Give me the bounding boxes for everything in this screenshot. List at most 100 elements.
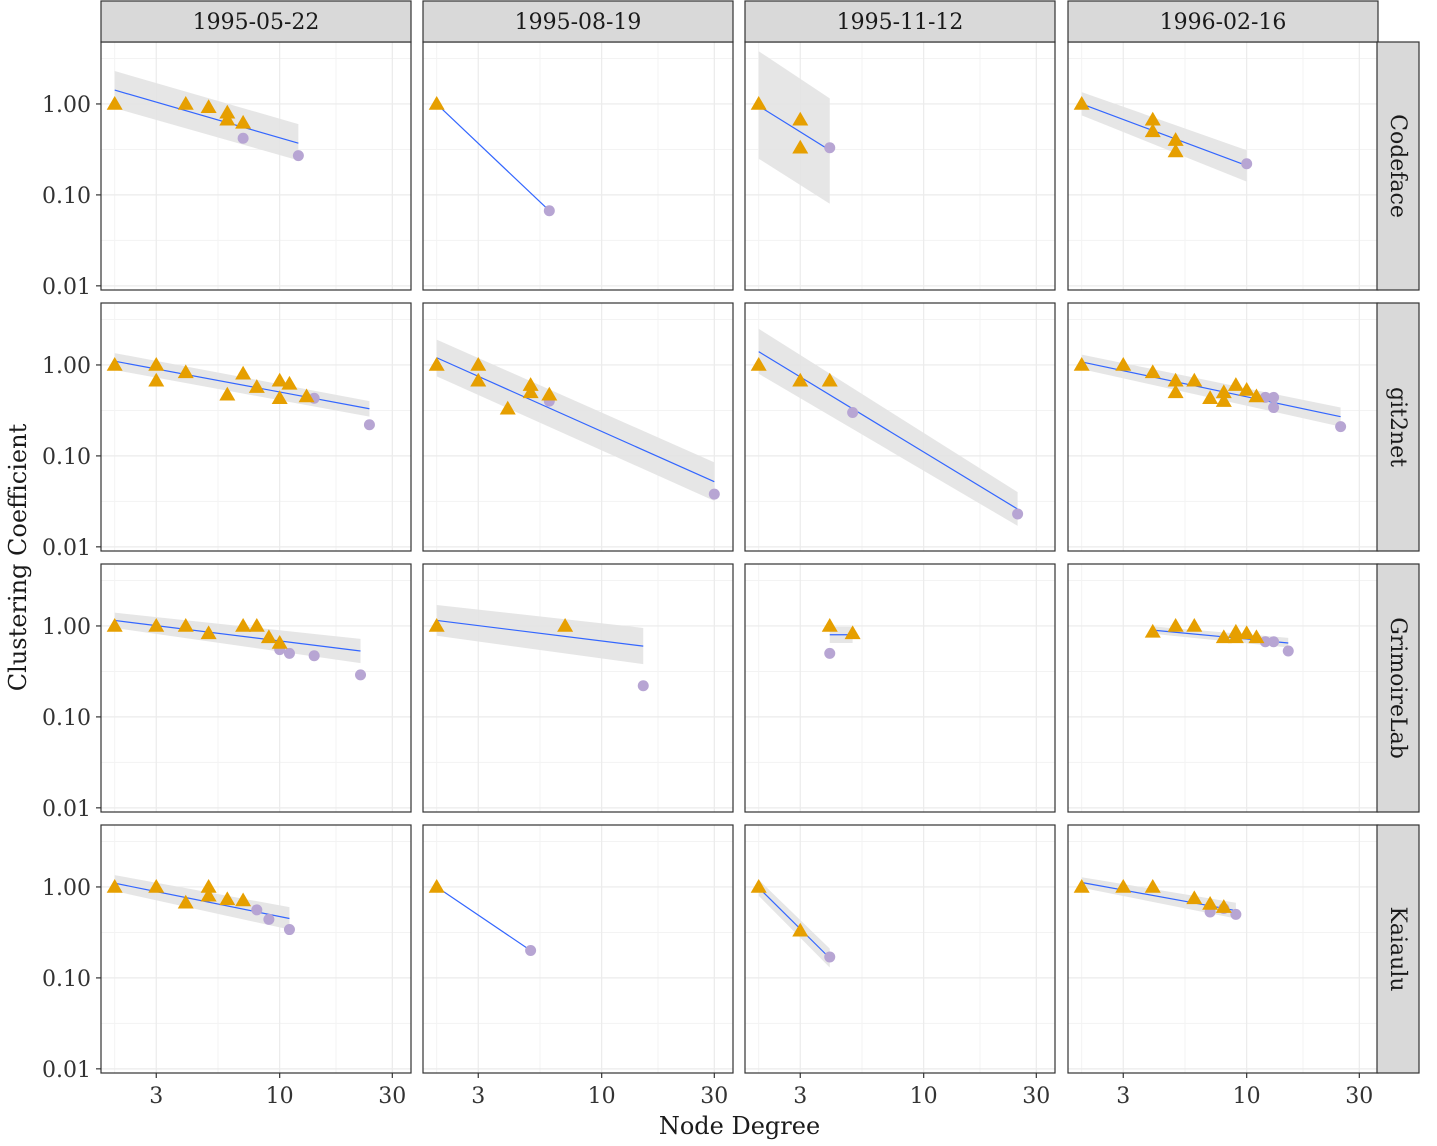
triangle-point bbox=[1144, 878, 1161, 893]
triangle-point bbox=[821, 372, 838, 387]
panel-background bbox=[423, 42, 733, 290]
column-strip-label: 1995-08-19 bbox=[515, 10, 642, 35]
triangle-point bbox=[148, 878, 165, 893]
x-tick-label: 30 bbox=[1345, 1084, 1373, 1109]
triangle-point bbox=[1167, 384, 1184, 399]
triangle-point bbox=[235, 892, 252, 907]
panel-background bbox=[101, 42, 411, 290]
triangle-point bbox=[1202, 390, 1219, 405]
triangle-point bbox=[750, 356, 767, 371]
triangle-point bbox=[1144, 364, 1161, 379]
circle-point bbox=[824, 951, 836, 963]
triangle-point bbox=[1215, 393, 1232, 407]
circle-point bbox=[363, 419, 375, 431]
triangle-point bbox=[1248, 629, 1265, 644]
fit-line bbox=[114, 89, 299, 144]
triangle-point bbox=[248, 617, 265, 632]
triangle-point bbox=[541, 386, 558, 401]
fit-line bbox=[758, 105, 831, 151]
triangle-point bbox=[1215, 384, 1232, 399]
triangle-point bbox=[177, 617, 194, 632]
triangle-point bbox=[200, 887, 217, 902]
triangle-point bbox=[1238, 625, 1255, 640]
triangle-point bbox=[1227, 377, 1244, 391]
triangle-point bbox=[219, 891, 236, 906]
triangle-point bbox=[177, 894, 194, 909]
triangle-point bbox=[821, 617, 838, 632]
column-strip-label: 1996-02-16 bbox=[1160, 10, 1287, 35]
triangle-point bbox=[200, 878, 217, 893]
circle-point bbox=[525, 945, 537, 957]
circle-point bbox=[308, 650, 320, 662]
triangle-point bbox=[260, 629, 277, 644]
triangle-point bbox=[792, 111, 809, 126]
y-tick-label: 1.00 bbox=[42, 354, 91, 379]
triangle-point bbox=[148, 617, 165, 632]
circle-point bbox=[283, 647, 295, 659]
triangle-point bbox=[750, 878, 767, 893]
triangle-point bbox=[1115, 356, 1132, 371]
triangle-point bbox=[557, 617, 574, 632]
circle-point bbox=[355, 669, 367, 681]
x-tick-label: 3 bbox=[1116, 1084, 1130, 1109]
triangle-point bbox=[271, 634, 288, 649]
circle-point bbox=[292, 150, 304, 162]
triangle-point bbox=[1215, 899, 1232, 913]
circle-point bbox=[1230, 908, 1242, 920]
panel-background bbox=[1068, 825, 1378, 1073]
triangle-point bbox=[470, 372, 487, 387]
column-strip bbox=[1067, 0, 1379, 43]
x-tick-label: 30 bbox=[1022, 1084, 1050, 1109]
y-tick-label: 0.01 bbox=[42, 275, 91, 300]
circle-point bbox=[237, 132, 249, 144]
triangle-point bbox=[106, 617, 123, 632]
triangle-point bbox=[428, 878, 445, 893]
triangle-point bbox=[200, 99, 217, 114]
circle-point bbox=[283, 924, 295, 936]
circle-point bbox=[1268, 402, 1280, 414]
row-strip-label: Kaiaulu bbox=[1385, 906, 1410, 991]
triangle-point bbox=[235, 617, 252, 632]
column-strip bbox=[744, 0, 1056, 43]
triangle-point bbox=[1215, 629, 1232, 644]
y-tick-label: 0.10 bbox=[42, 967, 91, 992]
row-strip-label: Codeface bbox=[1385, 114, 1410, 218]
panel-background bbox=[423, 564, 733, 812]
circle-point bbox=[1335, 421, 1347, 433]
y-tick-label: 0.10 bbox=[42, 445, 91, 470]
triangle-point bbox=[1144, 123, 1161, 138]
circle-point bbox=[824, 647, 836, 659]
panel-background bbox=[745, 564, 1055, 812]
panel-border bbox=[422, 302, 734, 552]
confidence-ribbon bbox=[114, 71, 299, 161]
circle-point bbox=[1282, 645, 1294, 657]
panel-border bbox=[422, 824, 734, 1074]
triangle-point bbox=[1167, 132, 1184, 146]
fit-line bbox=[1081, 103, 1247, 167]
circle-point bbox=[251, 904, 263, 916]
triangle-point bbox=[1186, 372, 1203, 387]
confidence-ribbon bbox=[436, 604, 644, 665]
triangle-point bbox=[1238, 382, 1255, 396]
panel-border bbox=[100, 824, 412, 1074]
y-tick-label: 0.01 bbox=[42, 1058, 91, 1083]
triangle-point bbox=[1167, 143, 1184, 158]
triangle-point bbox=[1073, 356, 1090, 371]
circle-point bbox=[1241, 158, 1253, 170]
panel-background bbox=[101, 564, 411, 812]
triangle-point bbox=[281, 375, 298, 390]
circle-point bbox=[847, 407, 859, 419]
triangle-point bbox=[106, 95, 123, 110]
column-strip bbox=[100, 0, 412, 43]
triangle-point bbox=[499, 400, 516, 415]
triangle-point bbox=[1167, 372, 1184, 387]
panel-border bbox=[422, 563, 734, 813]
circle-point bbox=[824, 142, 836, 154]
row-strip bbox=[1376, 563, 1420, 813]
panel-background bbox=[1068, 303, 1378, 551]
triangle-point bbox=[1073, 95, 1090, 110]
circle-point bbox=[1268, 636, 1280, 648]
x-tick-label: 10 bbox=[588, 1084, 616, 1109]
circle-point bbox=[1268, 391, 1280, 403]
